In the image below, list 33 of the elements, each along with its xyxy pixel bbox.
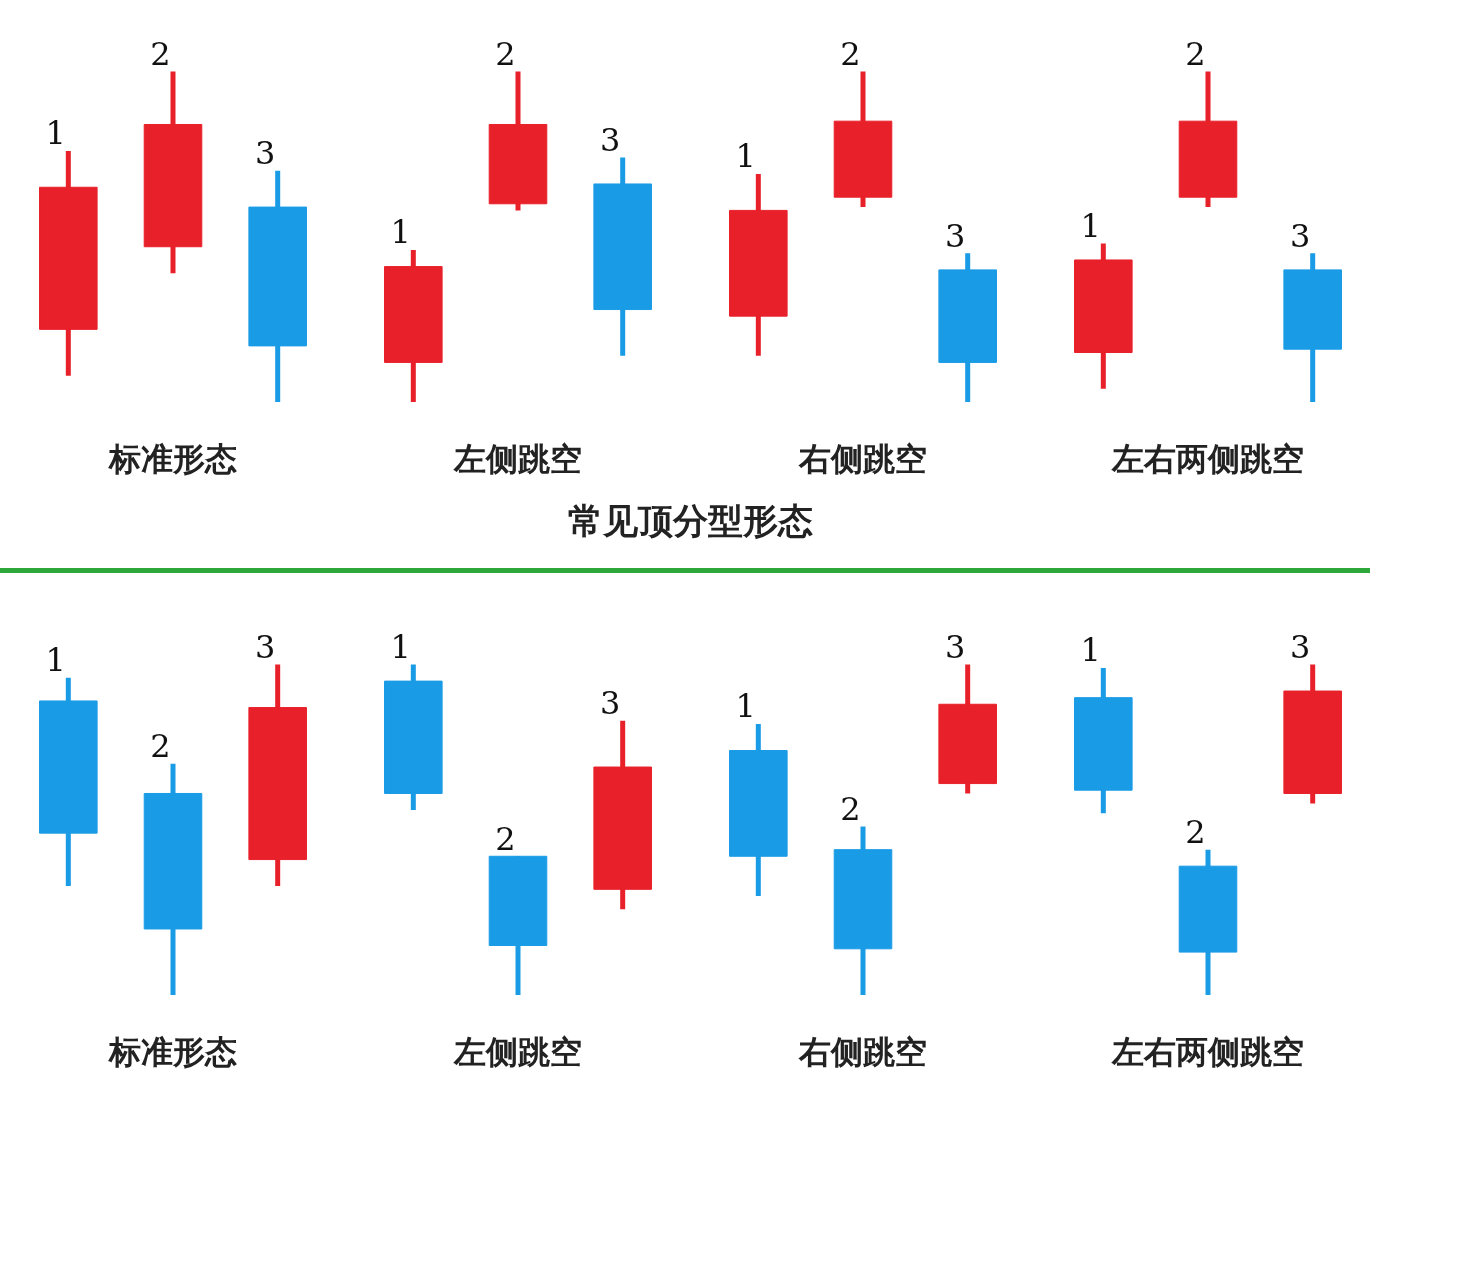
annotation: 2 [150, 34, 171, 73]
x-axis-title: 标准形态 [107, 1032, 237, 1071]
x-axis-title: 左右两侧跳空 [1111, 439, 1304, 478]
x-axis-title: 左右两侧跳空 [1111, 1032, 1304, 1071]
annotation: 1 [390, 213, 411, 252]
annotation: 2 [1185, 34, 1206, 73]
annotation: 1 [1080, 631, 1101, 670]
annotation: 3 [1289, 216, 1311, 255]
x-axis-title: 标准形态 [107, 439, 237, 478]
annotation: 3 [944, 627, 966, 666]
annotation: 3 [254, 627, 276, 666]
annotation: 1 [735, 687, 756, 726]
annotation: 2 [840, 789, 861, 828]
annotation: 3 [599, 120, 621, 159]
annotation: 1 [390, 627, 411, 666]
annotation: 1 [45, 114, 66, 153]
x-axis-title: 左侧跳空 [453, 439, 582, 478]
annotation: 2 [1185, 813, 1206, 852]
x-axis-title: 右侧跳空 [798, 1032, 927, 1071]
annotation: 1 [735, 137, 756, 176]
text: 常见顶分型形态 [568, 500, 813, 541]
annotation: 2 [150, 727, 171, 766]
x-axis-title: 右侧跳空 [798, 439, 927, 478]
annotation: 2 [495, 34, 516, 73]
annotation: 3 [1289, 627, 1311, 666]
annotation: 3 [944, 216, 966, 255]
annotation: 2 [495, 819, 516, 858]
annotation: 2 [840, 34, 861, 73]
annotation: 3 [599, 684, 621, 723]
annotation: 1 [45, 641, 66, 680]
x-axis-title: 左侧跳空 [453, 1032, 582, 1071]
annotation: 1 [1080, 206, 1101, 245]
annotation: 3 [254, 134, 276, 173]
